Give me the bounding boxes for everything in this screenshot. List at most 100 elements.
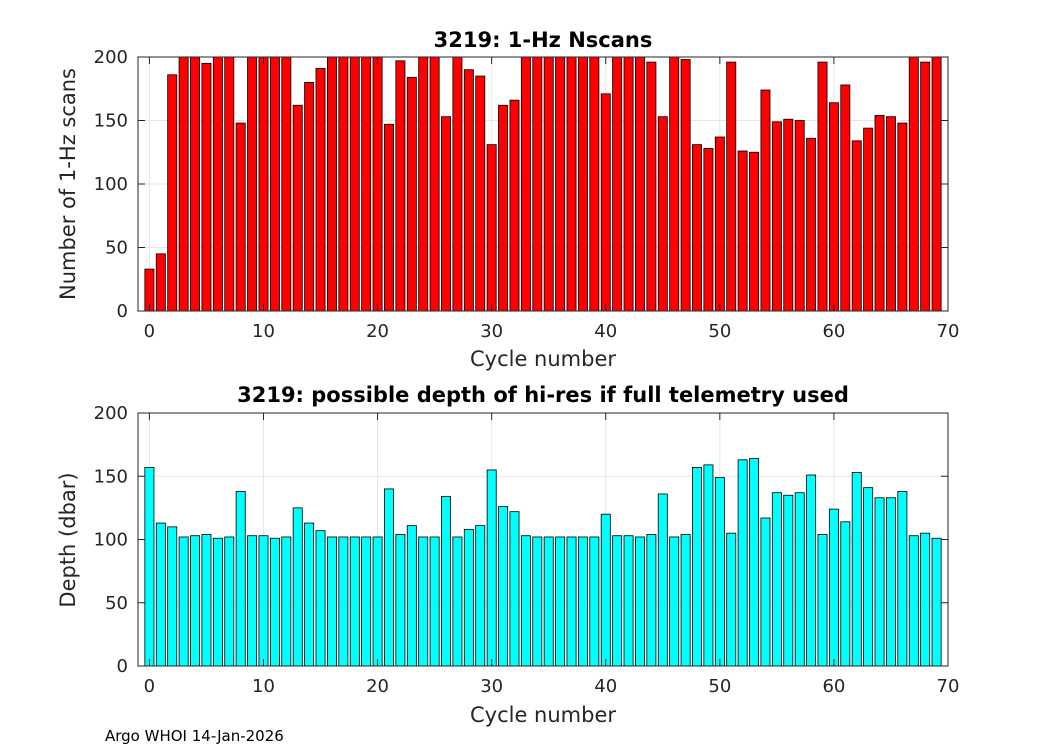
- bar-cycle-65: [885, 497, 896, 667]
- bar-cycle-8: [235, 491, 246, 667]
- bar-cycle-63: [863, 487, 874, 667]
- chart-title-nscans: 3219: 1-Hz Nscans: [434, 28, 653, 52]
- y-tick-label: 100: [94, 174, 128, 195]
- bar-cycle-50: [714, 477, 725, 667]
- bar-cycle-57: [794, 492, 805, 667]
- bar-cycle-3: [178, 536, 189, 667]
- ticks-depth: 0 10 20 30 40 50 60 70 0 50 100 150 200: [94, 403, 960, 697]
- bar-cycle-38: [577, 56, 588, 312]
- bar-cycle-32: [509, 99, 520, 312]
- bar-cycle-51: [726, 532, 737, 667]
- bar-cycle-33: [520, 535, 531, 667]
- bar-cycle-58: [806, 137, 817, 312]
- bar-cycle-1: [155, 522, 166, 667]
- bar-cycle-40: [600, 93, 611, 312]
- bar-cycle-37: [566, 536, 577, 667]
- bar-cycle-47: [680, 59, 691, 312]
- bar-cycle-66: [897, 122, 908, 312]
- footer-credit: Argo WHOI 14-Jan-2026: [105, 727, 284, 745]
- bar-cycle-43: [635, 536, 645, 667]
- x-tick-label: 10: [252, 676, 275, 697]
- x-tick-label: 40: [594, 676, 617, 697]
- y-tick-label: 150: [94, 466, 128, 487]
- bar-cycle-50: [714, 136, 725, 312]
- x-tick-label: 70: [937, 321, 960, 342]
- x-tick-label: 50: [708, 676, 731, 697]
- bar-cycle-11: [269, 56, 280, 312]
- bar-cycle-2: [167, 74, 178, 312]
- bar-cycle-59: [817, 534, 828, 667]
- bar-cycle-60: [828, 508, 839, 667]
- y-tick-label: 0: [117, 656, 128, 677]
- bar-cycle-2: [167, 526, 178, 667]
- bar-cycle-5: [201, 534, 212, 667]
- bar-cycle-30: [486, 469, 497, 667]
- bar-cycle-53: [749, 151, 760, 312]
- bar-cycle-53: [749, 458, 760, 667]
- bar-cycle-59: [817, 61, 828, 312]
- y-tick-label: 200: [94, 403, 128, 424]
- bar-cycle-3: [178, 56, 189, 312]
- bar-cycle-44: [646, 61, 657, 312]
- bar-cycle-55: [771, 121, 782, 312]
- bar-cycle-29: [475, 75, 486, 312]
- bar-cycle-54: [760, 89, 771, 312]
- bar-cycle-69: [931, 56, 942, 312]
- bar-cycle-54: [760, 517, 771, 667]
- bar-cycle-55: [771, 492, 782, 667]
- y-tick-label: 100: [94, 530, 128, 551]
- bar-cycle-45: [657, 493, 668, 667]
- bar-cycle-60: [828, 102, 839, 312]
- bar-cycle-34: [532, 536, 543, 667]
- bar-cycle-22: [395, 60, 406, 312]
- y-tick-label: 0: [117, 301, 128, 322]
- bar-cycle-46: [669, 56, 680, 312]
- x-tick-label: 50: [708, 321, 731, 342]
- bar-cycle-65: [885, 116, 896, 312]
- bar-cycle-15: [315, 530, 326, 667]
- bar-cycle-9: [247, 535, 258, 667]
- bar-cycle-20: [372, 56, 383, 312]
- bar-cycle-24: [418, 56, 429, 312]
- bar-cycle-4: [190, 535, 201, 667]
- bar-cycle-64: [874, 115, 885, 312]
- bar-cycle-41: [612, 56, 623, 312]
- bar-cycle-39: [589, 536, 600, 667]
- bar-cycle-23: [406, 76, 417, 312]
- x-tick-label: 70: [937, 676, 960, 697]
- bar-cycle-52: [737, 459, 748, 667]
- x-axis-label-nscans: Cycle number: [470, 347, 616, 371]
- bar-cycle-37: [566, 56, 577, 312]
- bar-cycle-34: [532, 56, 543, 312]
- bar-cycle-48: [692, 466, 702, 667]
- bar-cycle-8: [235, 122, 246, 312]
- bar-cycle-52: [737, 150, 748, 312]
- bar-cycle-0: [144, 466, 155, 667]
- bar-cycle-17: [338, 536, 349, 667]
- bar-cycle-38: [577, 536, 588, 667]
- bar-cycle-35: [543, 56, 554, 312]
- bar-cycle-62: [851, 140, 862, 312]
- y-axis-label-depth: Depth (dbar): [56, 472, 80, 607]
- bar-cycle-36: [555, 536, 566, 667]
- bar-cycle-19: [361, 536, 372, 667]
- bar-cycle-44: [646, 534, 657, 667]
- bar-cycle-14: [304, 82, 315, 312]
- x-tick-label: 0: [144, 676, 155, 697]
- bar-cycle-58: [806, 474, 817, 667]
- bar-cycle-21: [384, 123, 394, 312]
- bar-cycle-26: [441, 496, 451, 667]
- bar-cycle-27: [452, 536, 463, 667]
- bar-cycle-69: [931, 537, 942, 667]
- y-tick-label: 150: [94, 111, 128, 132]
- bar-cycle-26: [441, 116, 451, 312]
- y-axis-label-nscans: Number of 1-Hz scans: [56, 68, 80, 300]
- bar-cycle-23: [406, 525, 417, 667]
- bar-cycle-39: [589, 56, 600, 312]
- bar-cycle-68: [920, 532, 931, 667]
- bar-cycle-40: [600, 513, 611, 667]
- bar-cycle-67: [908, 535, 919, 667]
- bar-cycle-21: [384, 488, 394, 667]
- bar-cycle-67: [908, 56, 919, 312]
